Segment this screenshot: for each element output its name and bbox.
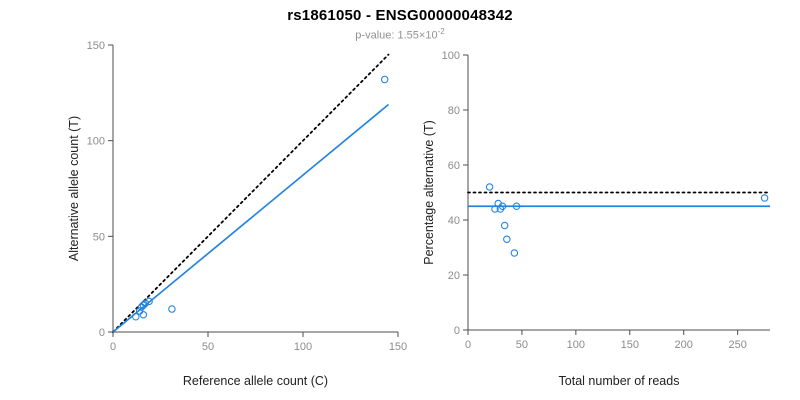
data-point: [491, 205, 499, 213]
fitted-line: [112, 103, 390, 333]
x-tick-label: 50: [202, 341, 214, 353]
allele-count-scatter-plot: 0 50 100 150 0 50 100 150 Reference allele count…: [67, 40, 407, 388]
x-tick-label: 0: [465, 339, 471, 351]
data-point: [141, 299, 150, 308]
x-tick-label: 150: [621, 339, 639, 351]
data-point: [380, 75, 389, 84]
x-tick-label: 150: [389, 341, 407, 353]
y-axis-title: Alternative allele count (T): [67, 116, 81, 261]
y-tick-label: 150: [87, 40, 105, 52]
x-tick-label: 100: [567, 339, 585, 351]
data-point: [498, 202, 507, 211]
y-tick-label: 60: [448, 160, 460, 172]
y-tick-label: 50: [93, 231, 105, 243]
y-tick-label: 20: [448, 270, 460, 282]
data-point: [760, 194, 769, 202]
data-point: [139, 301, 148, 309]
x-axis-title: Reference allele count (C): [183, 374, 328, 388]
x-tick-label: 0: [110, 341, 116, 353]
y-tick-label: 0: [99, 327, 105, 339]
x-axis-title: Total number of reads: [559, 374, 680, 388]
chart-title: rs1861050 - ENSG00000048342: [287, 7, 513, 24]
data-point: [512, 202, 521, 211]
identity-line: [112, 53, 390, 333]
data-point: [132, 312, 140, 321]
data-point: [137, 303, 146, 311]
p-value-exponent: -2: [437, 27, 445, 36]
x-tick-label: 100: [294, 341, 312, 353]
percentage-scatter-plot: 0 50 100 150 200 250 0 20 40 60 80 100 Total number …: [422, 50, 771, 388]
y-tick-label: 40: [448, 215, 460, 227]
chart-subtitle: p-value: 1.55×10-2: [0, 27, 800, 42]
data-point: [135, 307, 144, 315]
y-tick-label: 100: [87, 136, 105, 148]
data-point: [500, 221, 509, 230]
data-point: [139, 311, 148, 319]
y-axis-title: Percentage alternative (T): [422, 120, 436, 265]
x-tick-label: 250: [728, 339, 746, 351]
x-tick-label: 200: [675, 339, 693, 351]
data-point: [145, 297, 153, 306]
y-tick-label: 100: [442, 50, 460, 62]
p-value-text: p-value: 1.55×10: [355, 29, 438, 42]
data-point: [510, 249, 519, 257]
data-point: [503, 235, 511, 244]
data-point: [168, 305, 176, 313]
y-tick-label: 0: [454, 325, 460, 337]
x-tick-label: 50: [516, 339, 528, 351]
data-point: [485, 183, 494, 191]
y-tick-label: 80: [448, 105, 460, 117]
